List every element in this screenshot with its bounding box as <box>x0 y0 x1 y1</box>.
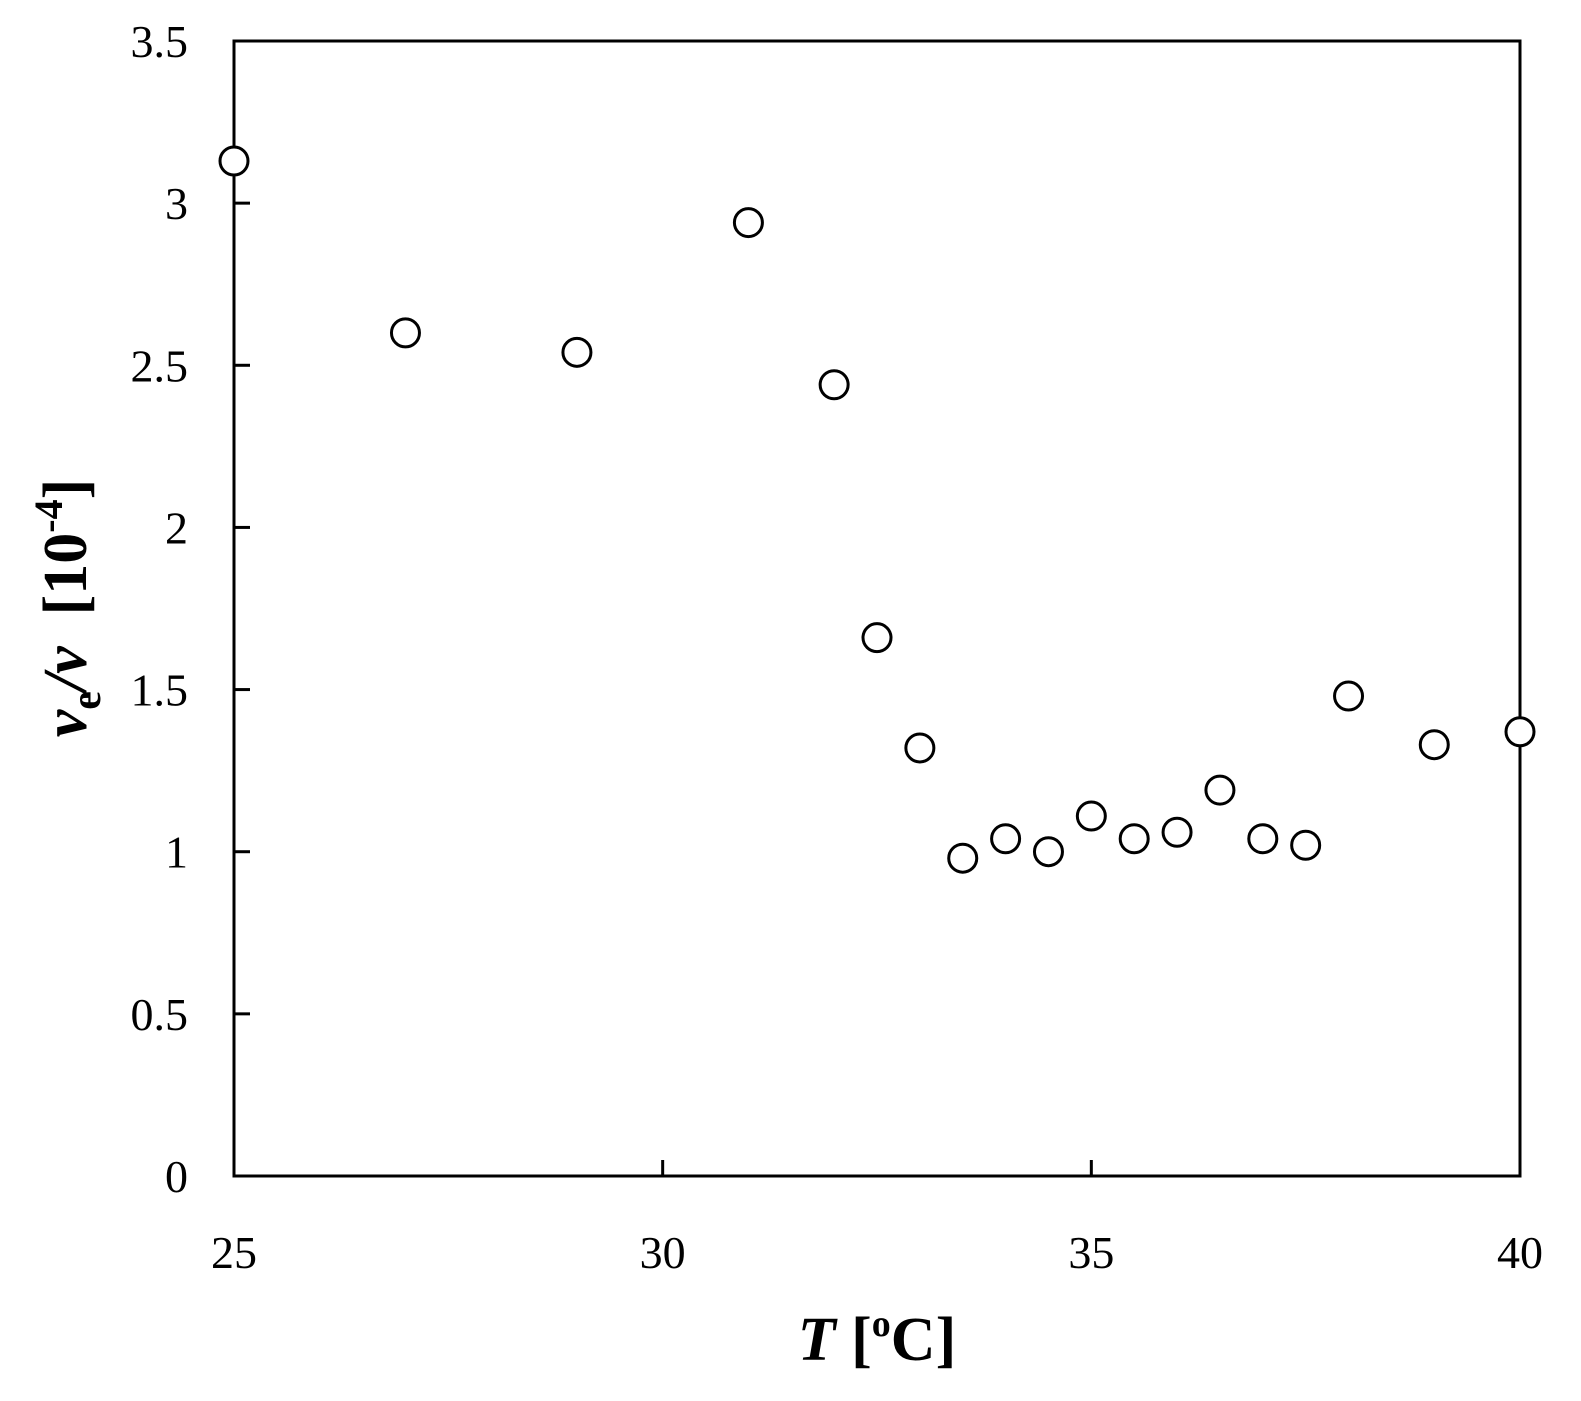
x-tick-label: 35 <box>1068 1227 1114 1278</box>
data-point <box>818 369 850 401</box>
x-axis-unit-degree: o <box>872 1303 891 1345</box>
data-point <box>904 732 936 764</box>
data-point <box>389 317 421 349</box>
data-point <box>1075 800 1107 832</box>
x-axis-title: T [oC] <box>798 1303 956 1374</box>
data-points <box>218 145 1536 874</box>
y-axis-tick-labels: 0 0.5 1 1.5 2 2.5 3 3.5 <box>131 16 189 1202</box>
y-tick-label: 1.5 <box>131 665 189 716</box>
x-tick-label: 25 <box>211 1227 257 1278</box>
y-axis-title: ve/v [10-4] <box>26 479 110 738</box>
data-point <box>218 145 250 177</box>
data-point <box>1161 816 1193 848</box>
data-point <box>990 823 1022 855</box>
x-axis-unit-main: C <box>891 1306 936 1374</box>
x-axis-tick-labels: 25 30 35 40 <box>211 1227 1543 1278</box>
data-point <box>1118 823 1150 855</box>
x-tick-label: 30 <box>640 1227 686 1278</box>
data-point <box>561 336 593 368</box>
y-axis-unit-close: ] <box>32 479 100 500</box>
y-axis-unit-exponent: -4 <box>26 499 71 532</box>
y-tick-label: 3 <box>165 178 188 229</box>
plot-area-frame <box>232 39 1522 1178</box>
data-point <box>1333 680 1365 712</box>
y-axis-symbol-1: v <box>32 708 100 737</box>
y-tick-label: 2 <box>165 502 188 553</box>
y-axis-unit-open: [10 <box>32 533 100 647</box>
data-point <box>1418 729 1450 761</box>
y-tick-label: 2.5 <box>131 340 189 391</box>
x-axis-symbol: T <box>798 1306 838 1374</box>
y-axis-subscript: e <box>64 691 110 710</box>
data-point <box>861 622 893 654</box>
data-point <box>1032 836 1064 868</box>
data-point <box>1290 829 1322 861</box>
x-axis-ticks <box>232 1160 1522 1176</box>
data-point <box>1204 774 1236 806</box>
data-point <box>732 207 764 239</box>
y-tick-label: 1 <box>165 827 188 878</box>
x-axis-unit-close: ] <box>936 1306 957 1374</box>
y-axis-symbol-2: v <box>32 645 100 674</box>
data-point <box>1504 716 1536 748</box>
y-tick-label: 3.5 <box>131 16 189 67</box>
y-tick-label: 0.5 <box>131 989 189 1040</box>
y-tick-label: 0 <box>165 1151 188 1202</box>
data-point <box>947 842 979 874</box>
data-point <box>1247 823 1279 855</box>
x-tick-label: 40 <box>1497 1227 1543 1278</box>
y-axis-ticks <box>234 39 250 1178</box>
x-axis-unit-open: [ <box>836 1306 872 1374</box>
